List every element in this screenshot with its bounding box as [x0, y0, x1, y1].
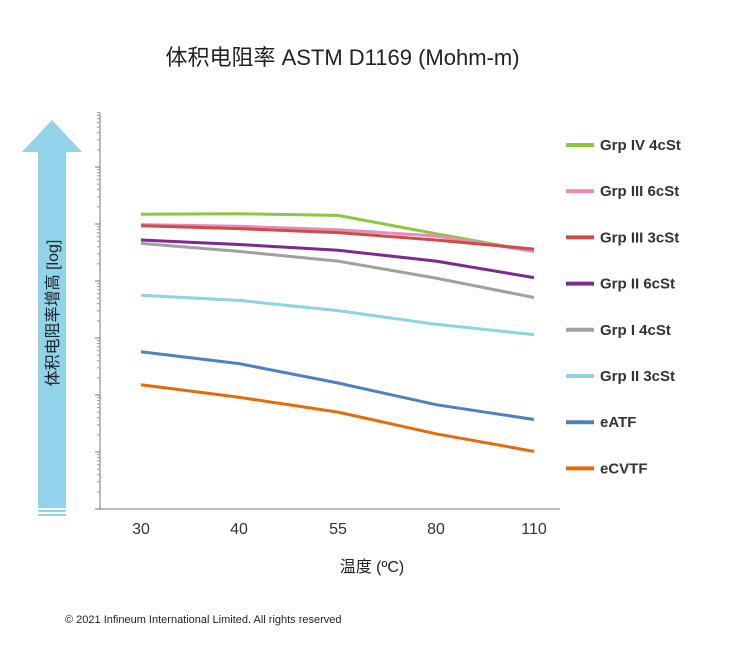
legend-label: eCVTF: [600, 460, 648, 477]
legend-label: Grp II 6cSt: [600, 276, 675, 293]
log-increase-arrow: [22, 120, 82, 516]
y-axis-label: 体积电阻率增高 [log]: [44, 240, 62, 387]
chart-title: 体积电阻率 ASTM D1169 (Mohm-m): [165, 45, 520, 70]
legend-label: eATF: [600, 414, 636, 431]
arrow-stripe: [38, 514, 66, 516]
x-tick-label: 55: [329, 521, 347, 538]
legend-label: Grp I 4cSt: [600, 322, 671, 339]
legend-label: Grp II 3cSt: [600, 368, 675, 385]
copyright-text: © 2021 Infineum International Limited. A…: [65, 614, 342, 626]
legend-label: Grp III 3cSt: [600, 229, 679, 246]
series-line: [140, 238, 535, 280]
x-tick-label: 40: [230, 521, 248, 538]
x-tick-label: 30: [132, 521, 150, 538]
series-line: [140, 383, 535, 453]
series-line: [140, 350, 535, 421]
series-line: [140, 293, 535, 337]
legend: Grp IV 4cSt Grp III 6cSt Grp III 3cSt Grp I…: [566, 137, 681, 477]
x-tick-label: 80: [427, 521, 445, 538]
series-lines: [140, 212, 535, 453]
x-tick-label: 110: [521, 521, 547, 538]
x-axis-label: 温度 (ºC): [340, 558, 405, 576]
series-line: [140, 223, 535, 253]
legend-label: Grp IV 4cSt: [600, 137, 681, 154]
up-arrow-icon: [22, 120, 82, 508]
x-tick-labels: 30 40 55 80 110: [132, 521, 547, 538]
series-line: [140, 241, 535, 299]
legend-label: Grp III 6cSt: [600, 183, 679, 200]
series-line: [140, 224, 535, 251]
arrow-stripe: [38, 510, 66, 512]
plot-axes: [95, 112, 560, 510]
series-line: [140, 212, 535, 253]
